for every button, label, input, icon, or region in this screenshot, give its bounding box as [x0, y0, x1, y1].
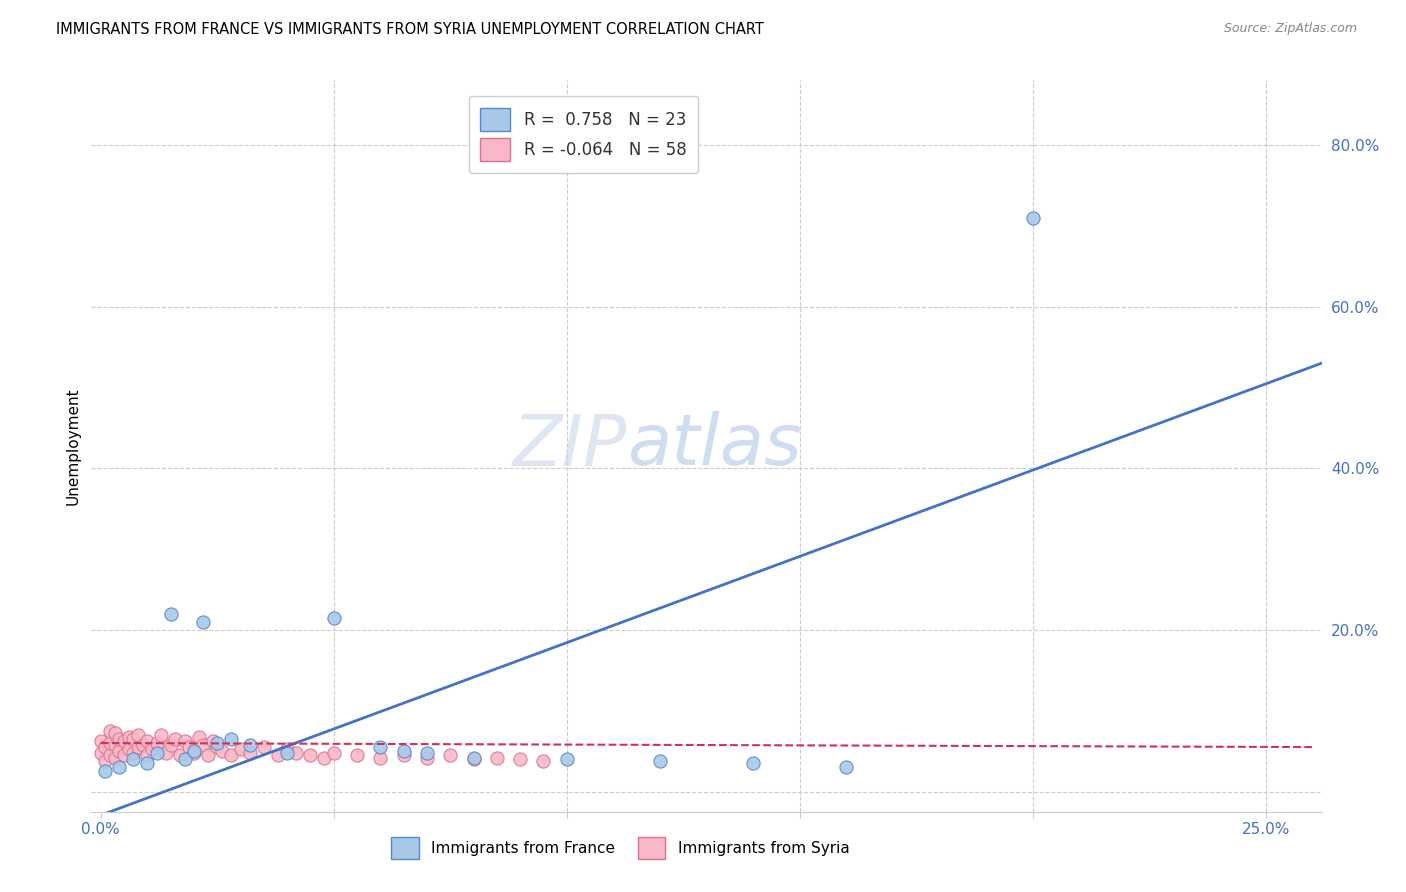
Point — [276, 742, 298, 756]
Point — [118, 730, 141, 744]
Point — [368, 750, 391, 764]
Point — [150, 728, 173, 742]
Point — [648, 754, 671, 768]
Point — [285, 746, 308, 760]
Point — [112, 748, 135, 763]
Point — [98, 723, 121, 738]
Point — [90, 746, 112, 760]
Point — [145, 746, 167, 760]
Point — [94, 740, 117, 755]
Point — [346, 748, 368, 763]
Point — [179, 740, 201, 755]
Point — [165, 731, 187, 746]
Point — [201, 734, 224, 748]
Point — [169, 748, 191, 763]
Point — [239, 738, 262, 752]
Point — [239, 746, 262, 760]
Point — [112, 734, 135, 748]
Point — [141, 742, 163, 756]
Text: Source: ZipAtlas.com: Source: ZipAtlas.com — [1223, 22, 1357, 36]
Text: ZIP: ZIP — [512, 411, 627, 481]
Point — [416, 746, 439, 760]
Point — [1022, 211, 1045, 225]
Point — [193, 615, 215, 629]
Point — [392, 748, 415, 763]
Point — [122, 746, 145, 760]
Point — [439, 748, 461, 763]
Point — [219, 731, 242, 746]
Text: IMMIGRANTS FROM FRANCE VS IMMIGRANTS FROM SYRIA UNEMPLOYMENT CORRELATION CHART: IMMIGRANTS FROM FRANCE VS IMMIGRANTS FRO… — [56, 22, 763, 37]
Point — [463, 750, 485, 764]
Point — [183, 744, 205, 758]
Point — [173, 752, 195, 766]
Point — [187, 730, 209, 744]
Point — [104, 726, 127, 740]
Point — [368, 740, 391, 755]
Point — [322, 611, 344, 625]
Point — [118, 742, 141, 756]
Point — [155, 746, 177, 760]
Point — [555, 752, 578, 766]
Point — [127, 728, 149, 742]
Point — [314, 750, 336, 764]
Point — [183, 746, 205, 760]
Point — [122, 752, 145, 766]
Point — [108, 744, 131, 758]
Point — [104, 750, 127, 764]
Point — [136, 733, 159, 747]
Point — [205, 736, 228, 750]
Point — [90, 734, 112, 748]
Point — [531, 754, 554, 768]
Point — [253, 740, 276, 755]
Point — [211, 744, 233, 758]
Point — [392, 744, 415, 758]
Point — [485, 750, 508, 764]
Point — [299, 748, 322, 763]
Point — [159, 607, 181, 621]
Point — [94, 764, 117, 779]
Point — [509, 752, 531, 766]
Point — [205, 740, 228, 755]
Point — [416, 750, 439, 764]
Point — [108, 731, 131, 746]
Point — [127, 740, 149, 755]
Point — [229, 742, 252, 756]
Point — [94, 754, 117, 768]
Point — [108, 760, 131, 774]
Point — [159, 738, 181, 752]
Point — [98, 736, 121, 750]
Point — [122, 731, 145, 746]
Point — [136, 748, 159, 763]
Point — [197, 748, 219, 763]
Legend: Immigrants from France, Immigrants from Syria: Immigrants from France, Immigrants from … — [384, 830, 858, 866]
Point — [131, 738, 153, 752]
Point — [835, 760, 858, 774]
Point — [173, 734, 195, 748]
Text: atlas: atlas — [627, 411, 801, 481]
Point — [98, 748, 121, 763]
Point — [104, 738, 127, 752]
Point — [742, 756, 765, 771]
Point — [136, 756, 159, 771]
Point — [145, 736, 167, 750]
Point — [322, 746, 344, 760]
Point — [219, 748, 242, 763]
Point — [193, 738, 215, 752]
Point — [267, 748, 290, 763]
Y-axis label: Unemployment: Unemployment — [65, 387, 80, 505]
Point — [463, 752, 485, 766]
Point — [276, 746, 298, 760]
